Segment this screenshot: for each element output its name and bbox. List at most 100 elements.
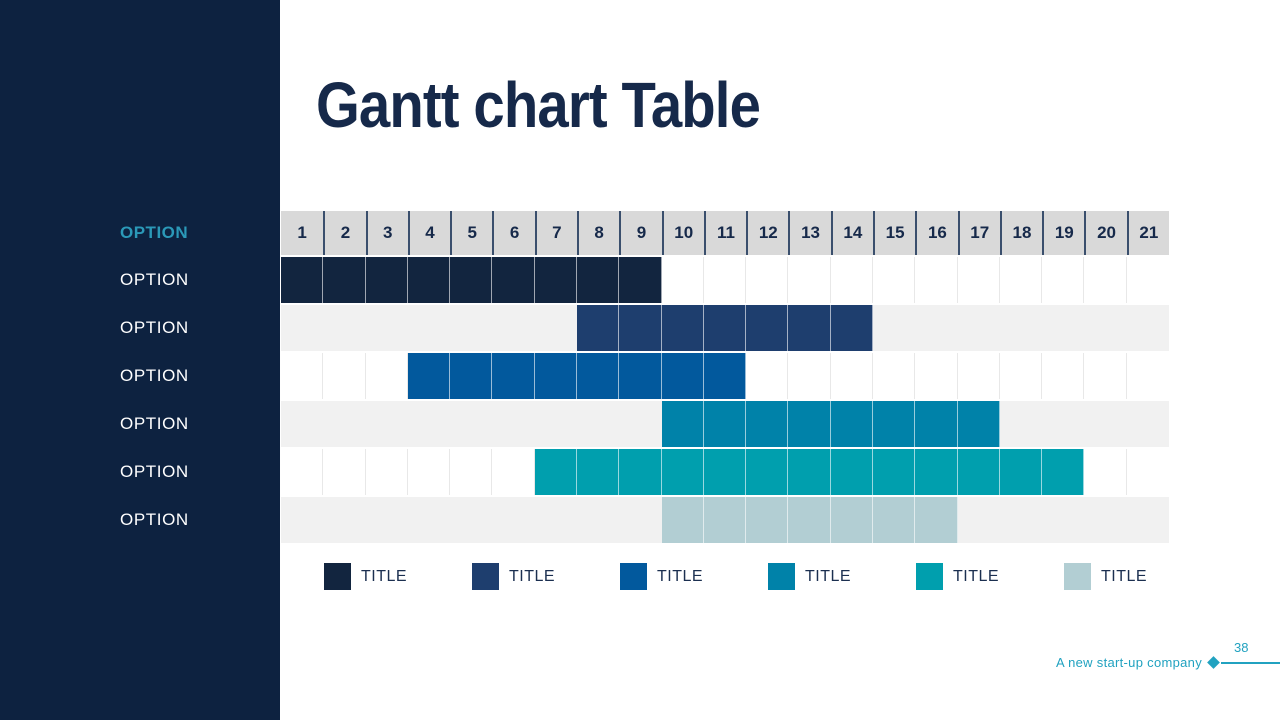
gantt-empty-cell <box>1127 449 1169 495</box>
gantt-bar-cell <box>872 497 916 543</box>
gantt-bar-cell <box>407 353 451 399</box>
gantt-empty-cell <box>281 353 324 399</box>
gantt-empty-cell <box>1084 257 1127 303</box>
gantt-empty-cell <box>408 401 450 447</box>
gantt-bar-cell <box>661 353 704 399</box>
header-cell: 6 <box>492 211 535 255</box>
footer-line <box>1221 662 1280 664</box>
header-cell: 7 <box>534 211 577 255</box>
gantt-empty-cell <box>1042 353 1085 399</box>
gantt-empty-cell <box>1127 257 1169 303</box>
legend-label: TITLE <box>953 567 1000 585</box>
gantt-bar-cell <box>703 353 747 399</box>
gantt-bar-cell <box>492 353 535 399</box>
gantt-bar-cell <box>703 497 747 543</box>
gantt-empty-cell <box>492 449 535 495</box>
header-cell: 19 <box>1042 211 1085 255</box>
gantt-empty-cell <box>958 353 1000 399</box>
gantt-empty-cell <box>323 353 366 399</box>
gantt-bar-cell <box>450 257 493 303</box>
header-cell: 2 <box>323 211 366 255</box>
gantt-bar-cell <box>450 353 493 399</box>
header-cell: 13 <box>788 211 831 255</box>
gantt-bar-cell <box>534 353 577 399</box>
gantt-bar-cell <box>872 449 916 495</box>
gantt-empty-cell <box>408 449 451 495</box>
gantt-empty-cell <box>1042 401 1084 447</box>
legend-item: TITLE <box>472 563 620 590</box>
gantt-bar-cell <box>703 305 747 351</box>
header-cell: 20 <box>1084 211 1127 255</box>
gantt-empty-cell <box>323 449 366 495</box>
header-cell: 16 <box>915 211 958 255</box>
gantt-bar-cell <box>830 305 873 351</box>
gantt-empty-cell <box>958 305 1000 351</box>
gantt-empty-cell <box>873 305 915 351</box>
gantt-empty-cell <box>281 497 323 543</box>
gantt-bar-cell <box>323 257 366 303</box>
gantt-row <box>281 353 1169 399</box>
gantt-bar-cell <box>788 449 831 495</box>
sidebar-option-label: OPTION <box>120 270 189 289</box>
gantt-empty-cell <box>1084 305 1126 351</box>
gantt-empty-cell <box>492 401 534 447</box>
gantt-empty-cell <box>662 257 704 303</box>
gantt-bar-cell <box>619 353 662 399</box>
legend-label: TITLE <box>657 567 704 585</box>
gantt-empty-cell <box>1000 257 1043 303</box>
gantt-empty-cell <box>831 257 873 303</box>
gantt-empty-cell <box>1084 401 1126 447</box>
gantt-empty-cell <box>535 401 577 447</box>
legend-item: TITLE <box>1064 563 1212 590</box>
gantt-empty-cell <box>1000 401 1042 447</box>
header-cell: 10 <box>661 211 704 255</box>
gantt-bar-cell <box>492 257 535 303</box>
gantt-bar-cell <box>746 305 789 351</box>
gantt-empty-cell <box>450 497 492 543</box>
gantt-empty-cell <box>408 305 450 351</box>
legend-item: TITLE <box>324 563 472 590</box>
gantt-empty-cell <box>958 257 1000 303</box>
legend-swatch <box>916 563 943 590</box>
gantt-empty-cell <box>1042 497 1084 543</box>
gantt-bar-cell <box>703 401 747 447</box>
page-number: 38 <box>1234 640 1249 655</box>
gantt-empty-cell <box>619 497 661 543</box>
legend-label: TITLE <box>509 567 556 585</box>
options-column-header: OPTION <box>120 223 189 242</box>
gantt-bar-cell <box>661 449 704 495</box>
gantt-bar-cell <box>661 497 704 543</box>
gantt-empty-cell <box>535 305 577 351</box>
gantt-chart: 1 2 3 4 5 6 7 8 9 10 11 12 13 14 15 16 17 18 19 20 21 <box>281 211 1169 545</box>
gantt-empty-cell <box>323 497 365 543</box>
gantt-bar-cell <box>365 257 408 303</box>
sidebar-option-label: OPTION <box>120 414 189 433</box>
gantt-bar-cell <box>999 449 1043 495</box>
header-cell: 3 <box>365 211 408 255</box>
gantt-empty-cell <box>366 497 408 543</box>
gantt-bar-cell <box>576 257 620 303</box>
gantt-bar-cell <box>619 257 662 303</box>
gantt-empty-cell <box>1084 353 1127 399</box>
legend-label: TITLE <box>1101 567 1148 585</box>
gantt-empty-cell <box>577 401 619 447</box>
gantt-empty-cell <box>1127 497 1169 543</box>
gantt-bar-cell <box>788 401 831 447</box>
gantt-empty-cell <box>915 257 958 303</box>
gantt-empty-cell <box>408 497 450 543</box>
gantt-empty-cell <box>746 353 789 399</box>
gantt-bar-cell <box>1042 449 1085 495</box>
gantt-row <box>281 449 1169 495</box>
gantt-bar-cell <box>830 497 873 543</box>
footer-company-text: A new start-up company <box>1055 655 1202 670</box>
header-cell: 12 <box>746 211 789 255</box>
gantt-empty-cell <box>281 401 323 447</box>
gantt-empty-cell <box>1042 257 1085 303</box>
gantt-empty-cell <box>704 257 747 303</box>
gantt-bar-cell <box>915 449 958 495</box>
gantt-empty-cell <box>366 305 408 351</box>
gantt-bar-cell <box>534 449 577 495</box>
gantt-bar-cell <box>746 497 789 543</box>
header-cell: 14 <box>830 211 873 255</box>
gantt-bar-cell <box>407 257 451 303</box>
